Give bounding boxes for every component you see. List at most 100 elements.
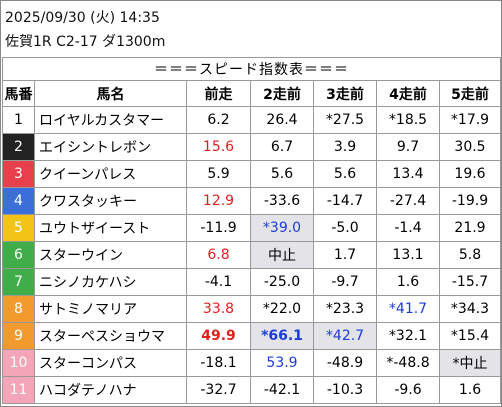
table-title: ＝＝＝スピード指数表＝＝＝ [2, 57, 501, 81]
speed-index: -25.0 [250, 268, 314, 296]
horse-row: 3 クイーンパレス 5.9 5.6 5.6 13.4 19.6 [2, 160, 501, 188]
title-row: ＝＝＝スピード指数表＝＝＝ [2, 57, 501, 81]
speed-table: ＝＝＝スピード指数表＝＝＝ 馬番 馬名 前走 2走前 3走前 4走前 5走前 1 ロイヤルカスタマ… [2, 57, 501, 404]
horse-name: クイーンパレス [34, 160, 187, 188]
horse-number: 4 [2, 187, 35, 215]
horse-number: 3 [2, 160, 35, 188]
speed-index: 21.9 [439, 214, 501, 242]
horse-row: 7 ニシノカケハシ -4.1 -25.0 -9.7 1.6 -15.7 [2, 268, 501, 296]
speed-index: -9.7 [313, 268, 377, 296]
speed-index: -15.7 [439, 268, 501, 296]
horse-name: ユウトザイースト [34, 214, 187, 242]
speed-index: -5.0 [313, 214, 377, 242]
speed-index: -9.6 [376, 376, 440, 404]
horse-row: 4 クワスタッキー 12.9 -33.6 -14.7 -27.4 -19.9 [2, 187, 501, 215]
horse-name: ニシノカケハシ [34, 268, 187, 296]
speed-index: -11.9 [186, 214, 251, 242]
speed-index: 13.4 [376, 160, 440, 188]
speed-index: 1.6 [439, 376, 501, 404]
speed-index: 5.6 [313, 160, 377, 188]
speed-index: 5.6 [250, 160, 314, 188]
horse-row: 11 ハコダテノハナ -32.7 -42.1 -10.3 -9.6 1.6 [2, 376, 501, 404]
speed-index: 6.7 [250, 133, 314, 161]
speed-index: -42.1 [250, 376, 314, 404]
speed-index: 1.7 [313, 241, 377, 269]
speed-index: *32.1 [376, 322, 440, 350]
speed-index: -19.9 [439, 187, 501, 215]
horse-name: スターウイン [34, 241, 187, 269]
speed-index: 53.9 [250, 349, 314, 377]
speed-index: 3.9 [313, 133, 377, 161]
horse-name: エイシントレボン [34, 133, 187, 161]
horse-number: 5 [2, 214, 35, 242]
horse-row: 1 ロイヤルカスタマー 6.2 26.4 *27.5 *18.5 *17.9 [2, 106, 501, 134]
speed-index: 1.6 [376, 268, 440, 296]
speed-index: 26.4 [250, 106, 314, 134]
speed-index: *中止 [439, 349, 501, 377]
speed-index: -48.9 [313, 349, 377, 377]
column-header: 馬番 [2, 80, 35, 107]
speed-index: 13.1 [376, 241, 440, 269]
horse-name: クワスタッキー [34, 187, 187, 215]
horse-row: 9 スターペスショウマ 49.9 *66.1 *42.7 *32.1 *15.4 [2, 322, 501, 350]
speed-index: -33.6 [250, 187, 314, 215]
speed-index: -10.3 [313, 376, 377, 404]
speed-index: 9.7 [376, 133, 440, 161]
speed-index: 6.8 [186, 241, 251, 269]
horse-name: スターコンパス [34, 349, 187, 377]
column-header: 2走前 [250, 80, 314, 107]
speed-index: 19.6 [439, 160, 501, 188]
horse-name: ロイヤルカスタマー [34, 106, 187, 134]
horse-number: 8 [2, 295, 35, 323]
horse-number: 7 [2, 268, 35, 296]
speed-index: -32.7 [186, 376, 251, 404]
speed-index: 30.5 [439, 133, 501, 161]
speed-index: 5.9 [186, 160, 251, 188]
speed-index: *34.3 [439, 295, 501, 323]
speed-index: *17.9 [439, 106, 501, 134]
horse-number: 2 [2, 133, 35, 161]
speed-index: *41.7 [376, 295, 440, 323]
speed-index: 15.6 [186, 133, 251, 161]
column-header: 前走 [186, 80, 251, 107]
speed-index: *39.0 [250, 214, 314, 242]
horse-number: 11 [2, 376, 35, 404]
speed-index: 5.8 [439, 241, 501, 269]
column-header: 3走前 [313, 80, 377, 107]
speed-index: 中止 [250, 241, 314, 269]
horse-row: 10 スターコンパス -18.1 53.9 -48.9 *-48.8 *中止 [2, 349, 501, 377]
speed-index: *15.4 [439, 322, 501, 350]
speed-index: *23.3 [313, 295, 377, 323]
speed-index: *66.1 [250, 322, 314, 350]
speed-index: 12.9 [186, 187, 251, 215]
column-header: 馬名 [34, 80, 187, 107]
horse-name: ハコダテノハナ [34, 376, 187, 404]
speed-index: 33.8 [186, 295, 251, 323]
horse-number: 6 [2, 241, 35, 269]
speed-index: -14.7 [313, 187, 377, 215]
speed-index: -18.1 [186, 349, 251, 377]
speed-index: 49.9 [186, 322, 251, 350]
horse-name: スターペスショウマ [34, 322, 187, 350]
speed-index: -27.4 [376, 187, 440, 215]
speed-index: *22.0 [250, 295, 314, 323]
speed-index: *-48.8 [376, 349, 440, 377]
horse-number: 1 [2, 106, 35, 134]
horse-number: 9 [2, 322, 35, 350]
column-header: 4走前 [376, 80, 440, 107]
horse-number: 10 [2, 349, 35, 377]
horse-row: 8 サトミノマリア 33.8 *22.0 *23.3 *41.7 *34.3 [2, 295, 501, 323]
date-line: 2025/09/30 (火) 14:35 [5, 10, 160, 26]
speed-index: *42.7 [313, 322, 377, 350]
horse-row: 6 スターウイン 6.8 中止 1.7 13.1 5.8 [2, 241, 501, 269]
speed-index: *18.5 [376, 106, 440, 134]
column-header: 5走前 [439, 80, 501, 107]
horse-row: 2 エイシントレボン 15.6 6.7 3.9 9.7 30.5 [2, 133, 501, 161]
header-row: 馬番 馬名 前走 2走前 3走前 4走前 5走前 [2, 80, 501, 107]
race-line: 佐賀1R C2-17 ダ1300m [5, 34, 166, 50]
horse-name: サトミノマリア [34, 295, 187, 323]
speed-index: -1.4 [376, 214, 440, 242]
speed-index: -4.1 [186, 268, 251, 296]
horse-row: 5 ユウトザイースト -11.9 *39.0 -5.0 -1.4 21.9 [2, 214, 501, 242]
